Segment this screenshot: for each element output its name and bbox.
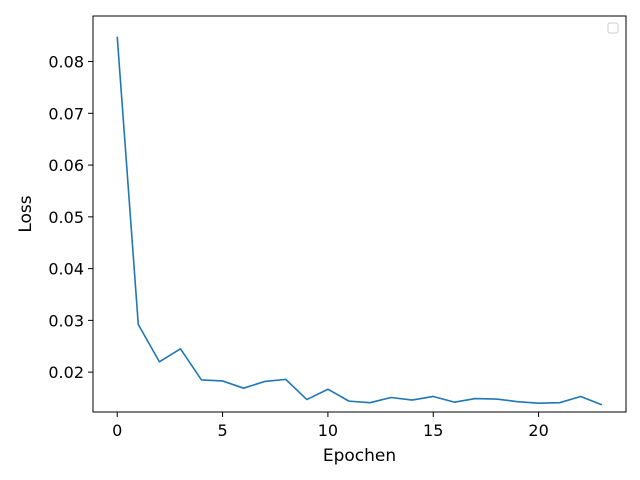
x-tick-label: 15	[423, 421, 443, 440]
loss-series-line	[116, 36, 603, 406]
y-axis-ticks: 0.02 0.03 0.04 0.05 0.06 0.07 0.08	[48, 53, 93, 382]
y-tick-label: 0.03	[48, 311, 84, 330]
x-tick-label: 0	[112, 421, 122, 440]
plot-lines	[116, 36, 603, 406]
x-tick-label: 10	[318, 421, 338, 440]
y-tick-label: 0.06	[48, 156, 84, 175]
y-axis-label: Loss	[16, 195, 36, 232]
x-tick-label: 5	[217, 421, 227, 440]
x-axis-label: Epochen	[323, 446, 396, 466]
y-tick-label: 0.05	[48, 208, 84, 227]
axes-frame	[92, 15, 627, 413]
y-tick-label: 0.07	[48, 104, 84, 123]
y-tick-label: 0.04	[48, 260, 84, 279]
x-tick-label: 20	[528, 421, 548, 440]
y-tick-label: 0.08	[48, 53, 84, 72]
x-axis-ticks: 0 5 10 15 20	[112, 412, 549, 440]
legend-box	[607, 22, 619, 34]
y-tick-label: 0.02	[48, 363, 84, 382]
